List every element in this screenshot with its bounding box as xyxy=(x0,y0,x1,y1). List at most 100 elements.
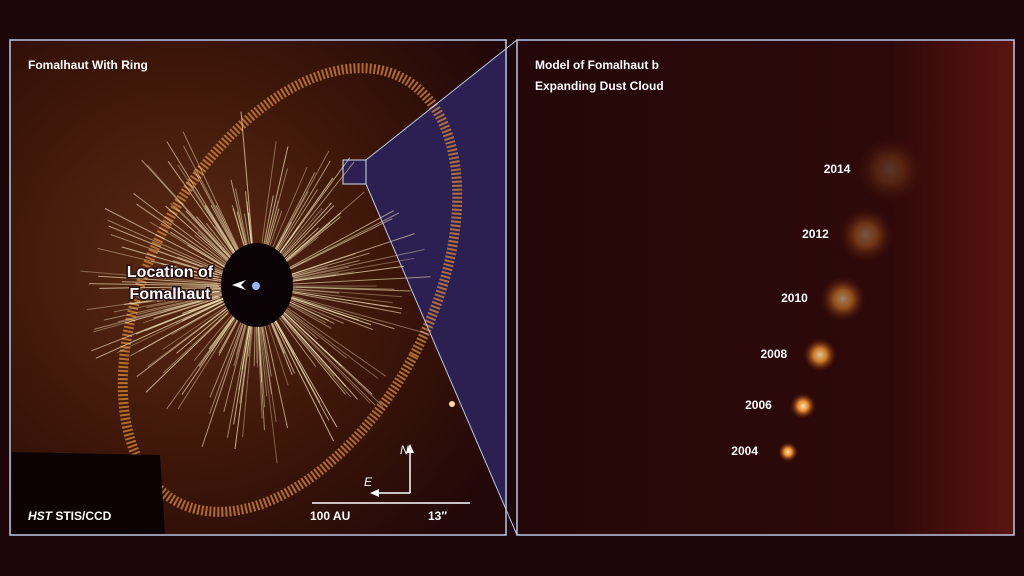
starburst-ray xyxy=(201,317,246,448)
starburst-ray xyxy=(287,296,359,321)
starburst-ray xyxy=(121,246,218,276)
starburst-ray xyxy=(283,301,332,329)
starburst-ray xyxy=(136,309,226,378)
starburst-ray xyxy=(124,290,219,305)
starburst-ray xyxy=(263,168,288,257)
starburst-ray xyxy=(276,310,352,398)
starburst-ray xyxy=(256,323,259,368)
compass-e: E xyxy=(364,475,373,489)
starburst-ray xyxy=(91,296,228,352)
instrument: HST STIS/CCD xyxy=(28,509,112,523)
starburst-ray xyxy=(88,283,222,287)
starburst-ray xyxy=(262,146,289,255)
starburst-ray xyxy=(282,303,387,377)
starburst-ray xyxy=(156,291,220,302)
starburst-ray xyxy=(160,263,219,278)
zoom-wedge xyxy=(343,49,505,508)
starburst-ray xyxy=(283,307,348,359)
starburst-ray xyxy=(284,253,356,278)
starburst-ray xyxy=(235,188,249,251)
starburst-ray xyxy=(146,292,223,308)
starburst-ray xyxy=(284,216,341,264)
star-label: Fomalhaut xyxy=(130,286,212,303)
starburst-ray xyxy=(270,311,338,428)
starburst-ray xyxy=(291,286,411,292)
starburst-ray xyxy=(234,323,252,450)
starburst-ray xyxy=(194,234,231,265)
starburst-ray xyxy=(239,325,252,404)
starburst-ray xyxy=(294,266,350,279)
starburst-ray xyxy=(173,270,223,281)
starburst-ray xyxy=(269,313,334,442)
compass-n: N xyxy=(400,443,409,457)
starburst-ray xyxy=(290,292,402,314)
starburst-ray xyxy=(177,311,240,410)
starburst-ray xyxy=(288,288,340,294)
starburst-ray xyxy=(202,235,234,265)
starburst-ray xyxy=(269,166,308,253)
starburst-ray xyxy=(248,325,253,357)
starburst-ray xyxy=(162,303,230,350)
starburst-ray xyxy=(261,318,272,377)
starburst-ray xyxy=(177,256,223,275)
starburst-ray xyxy=(270,322,293,375)
starburst-ray xyxy=(272,172,316,253)
starburst-ray xyxy=(281,312,371,404)
starburst-ray xyxy=(171,303,226,336)
starburst-ray xyxy=(177,271,218,280)
starburst-ray xyxy=(282,205,335,259)
starburst-ray xyxy=(242,318,254,438)
starburst-ray xyxy=(110,234,224,275)
starburst-ray xyxy=(274,311,317,367)
starburst-ray xyxy=(288,295,395,330)
year-label: 2010 xyxy=(781,291,808,305)
starburst-ray xyxy=(187,244,227,269)
starburst-ray xyxy=(193,310,236,361)
left-image-content xyxy=(12,49,505,534)
starburst-ray xyxy=(176,306,232,354)
starburst-ray xyxy=(136,203,231,269)
starburst-ray xyxy=(136,292,226,316)
dust-cloud xyxy=(803,338,837,372)
starburst-ray xyxy=(283,236,319,265)
starburst-ray xyxy=(290,218,393,270)
starburst-ray xyxy=(287,233,415,277)
zoom-line xyxy=(365,183,518,536)
starburst-ray xyxy=(286,212,400,271)
right-title: Expanding Dust Cloud xyxy=(535,79,664,93)
starburst-ray xyxy=(155,286,226,291)
starburst-ray xyxy=(283,306,379,380)
starburst-ray xyxy=(293,248,425,279)
starburst-ray xyxy=(286,298,344,324)
starburst-ray xyxy=(276,311,346,395)
starburst-ray xyxy=(276,309,335,377)
starburst-ray xyxy=(134,287,223,296)
left-panel-border xyxy=(9,39,507,536)
starburst-ray xyxy=(295,271,355,281)
year-label: 2012 xyxy=(802,227,829,241)
starburst-ray xyxy=(257,321,265,431)
starburst-ray xyxy=(255,320,258,364)
starburst-ray xyxy=(270,319,296,374)
camera: STIS/CCD xyxy=(55,509,111,523)
starburst-ray xyxy=(121,281,219,286)
mask-region xyxy=(12,452,165,534)
starburst-ray xyxy=(198,310,239,367)
starburst-ray xyxy=(141,159,236,264)
right-panel xyxy=(516,39,1015,536)
starburst-ray xyxy=(284,299,335,325)
starburst-ray xyxy=(274,160,331,255)
starburst-ray xyxy=(289,287,403,298)
starburst-ray xyxy=(166,317,234,410)
starburst-ray xyxy=(142,288,224,298)
starburst-ray xyxy=(103,292,225,321)
dust-cloud xyxy=(790,393,816,419)
starburst-ray xyxy=(276,189,318,253)
starburst-ray xyxy=(208,312,237,350)
starburst-ray xyxy=(80,270,218,284)
starburst-ray xyxy=(258,324,266,408)
starburst-ray xyxy=(206,223,232,256)
starburst-ray xyxy=(113,291,222,313)
scale-angle: 13″ xyxy=(428,509,447,523)
